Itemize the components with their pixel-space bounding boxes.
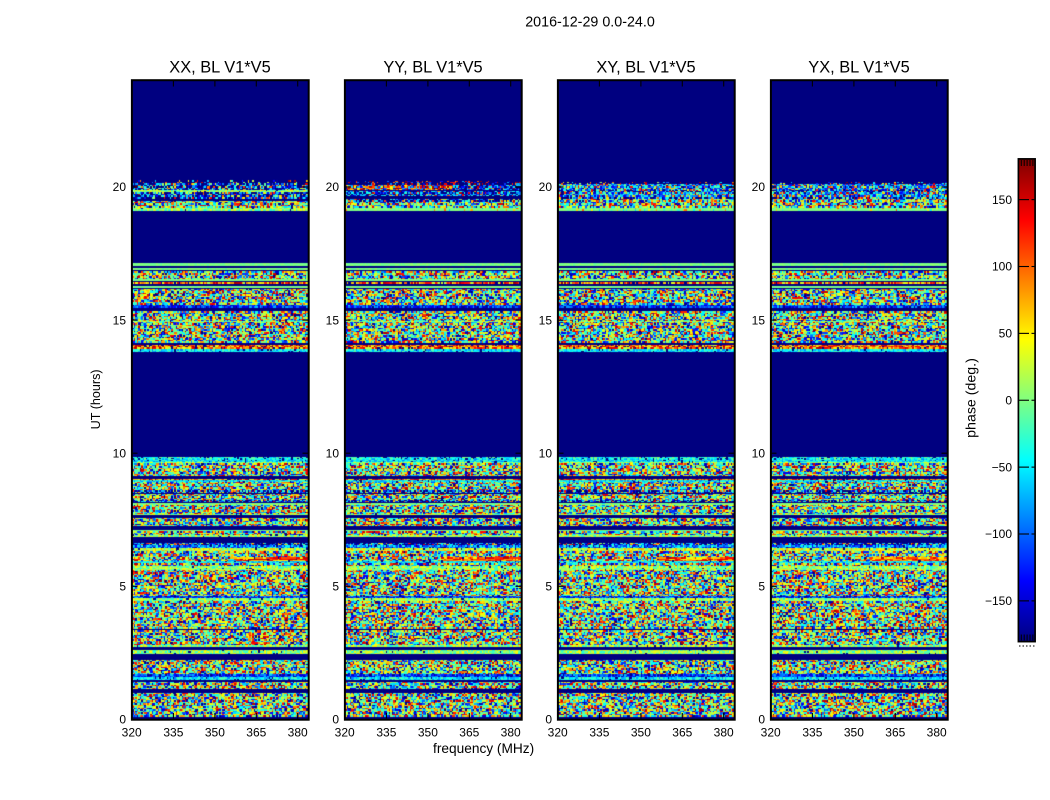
svg-text:15: 15	[539, 313, 553, 327]
svg-text:10: 10	[113, 446, 127, 460]
svg-text:−100: −100	[985, 527, 1012, 541]
svg-text:320: 320	[122, 725, 142, 739]
svg-text:5: 5	[332, 580, 339, 594]
svg-text:0: 0	[545, 713, 552, 727]
svg-text:380: 380	[288, 725, 308, 739]
svg-text:335: 335	[163, 725, 183, 739]
svg-text:365: 365	[246, 725, 266, 739]
svg-text:380: 380	[927, 725, 947, 739]
svg-text:2016-12-29 0.0-24.0: 2016-12-29 0.0-24.0	[525, 14, 655, 30]
svg-text:20: 20	[326, 180, 340, 194]
svg-text:350: 350	[418, 725, 438, 739]
svg-text:365: 365	[672, 725, 692, 739]
svg-text:335: 335	[376, 725, 396, 739]
svg-text:50: 50	[999, 327, 1013, 341]
svg-text:365: 365	[459, 725, 479, 739]
svg-text:350: 350	[205, 725, 225, 739]
svg-text:YY, BL V1*V5: YY, BL V1*V5	[383, 59, 482, 77]
svg-text:335: 335	[589, 725, 609, 739]
svg-text:20: 20	[752, 180, 766, 194]
svg-text:frequency (MHz): frequency (MHz)	[433, 741, 534, 756]
svg-text:5: 5	[119, 580, 126, 594]
svg-text:15: 15	[113, 313, 127, 327]
svg-text:15: 15	[326, 313, 340, 327]
svg-text:10: 10	[539, 446, 553, 460]
svg-text:YX, BL V1*V5: YX, BL V1*V5	[808, 59, 909, 77]
svg-text:5: 5	[545, 580, 552, 594]
svg-text:15: 15	[752, 313, 766, 327]
svg-text:0: 0	[758, 713, 765, 727]
svg-text:365: 365	[885, 725, 905, 739]
svg-text:320: 320	[761, 725, 781, 739]
svg-text:350: 350	[844, 725, 864, 739]
svg-text:100: 100	[992, 260, 1012, 274]
svg-text:10: 10	[752, 446, 766, 460]
svg-text:5: 5	[758, 580, 765, 594]
svg-text:150: 150	[992, 193, 1012, 207]
svg-text:320: 320	[548, 725, 568, 739]
svg-text:380: 380	[501, 725, 521, 739]
svg-text:350: 350	[631, 725, 651, 739]
svg-text:380: 380	[714, 725, 734, 739]
svg-text:UT (hours): UT (hours)	[89, 369, 103, 429]
svg-text:−150: −150	[985, 594, 1012, 608]
svg-text:0: 0	[332, 713, 339, 727]
svg-text:20: 20	[113, 180, 127, 194]
svg-text:−50: −50	[992, 460, 1013, 474]
svg-text:XX, BL V1*V5: XX, BL V1*V5	[169, 59, 270, 77]
svg-text:20: 20	[539, 180, 553, 194]
svg-text:XY, BL V1*V5: XY, BL V1*V5	[596, 59, 695, 77]
svg-text:10: 10	[326, 446, 340, 460]
svg-text:0: 0	[119, 713, 126, 727]
svg-text:320: 320	[335, 725, 355, 739]
svg-text:335: 335	[802, 725, 822, 739]
svg-text:0: 0	[1005, 393, 1012, 407]
svg-text:phase (deg.): phase (deg.)	[964, 358, 980, 438]
